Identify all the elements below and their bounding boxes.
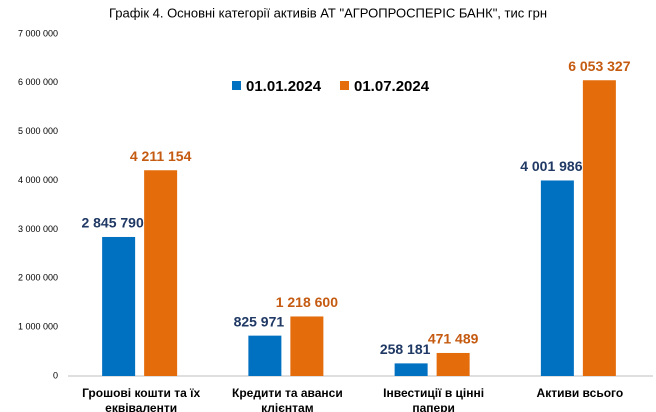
data-label: 471 489 [428,331,479,347]
y-tick-label: 6 000 000 [18,77,58,87]
y-tick-label: 1 000 000 [18,322,58,332]
bar [540,180,574,376]
y-tick-label: 4 000 000 [18,175,58,185]
data-label: 4 211 154 [130,148,192,164]
bar [102,236,136,376]
x-tick-label: Кредити та аванси клієнтам [232,386,343,412]
x-tick-label: Інвестиції в цінні папери [383,386,484,412]
bar [436,352,470,376]
y-tick-label: 0 [53,370,58,380]
data-label: 4 001 986 [520,158,582,174]
y-tick-label: 7 000 000 [18,28,58,38]
bar [394,363,428,376]
y-tick-label: 2 000 000 [18,273,58,283]
data-label: 1 218 600 [276,294,338,310]
y-tick-label: 3 000 000 [18,224,58,234]
legend-swatch [232,81,241,90]
bar [582,80,616,376]
data-label: 6 053 327 [568,58,630,74]
legend-label: 01.07.2024 [354,78,430,95]
chart-title: Графік 4. Основні категорії активів АТ "… [109,5,547,20]
y-tick-label: 5 000 000 [18,126,58,136]
bar [290,316,324,376]
data-label: 2 845 790 [81,215,143,231]
bar [144,170,178,376]
x-tick-label: Активи всього [537,386,624,400]
data-label: 258 181 [380,341,431,357]
x-tick-label: Грошові кошти та їх еквіваленти [82,386,200,412]
legend-label: 01.01.2024 [246,78,322,95]
legend-swatch [340,81,349,90]
bar [248,335,282,376]
data-label: 825 971 [234,313,285,329]
